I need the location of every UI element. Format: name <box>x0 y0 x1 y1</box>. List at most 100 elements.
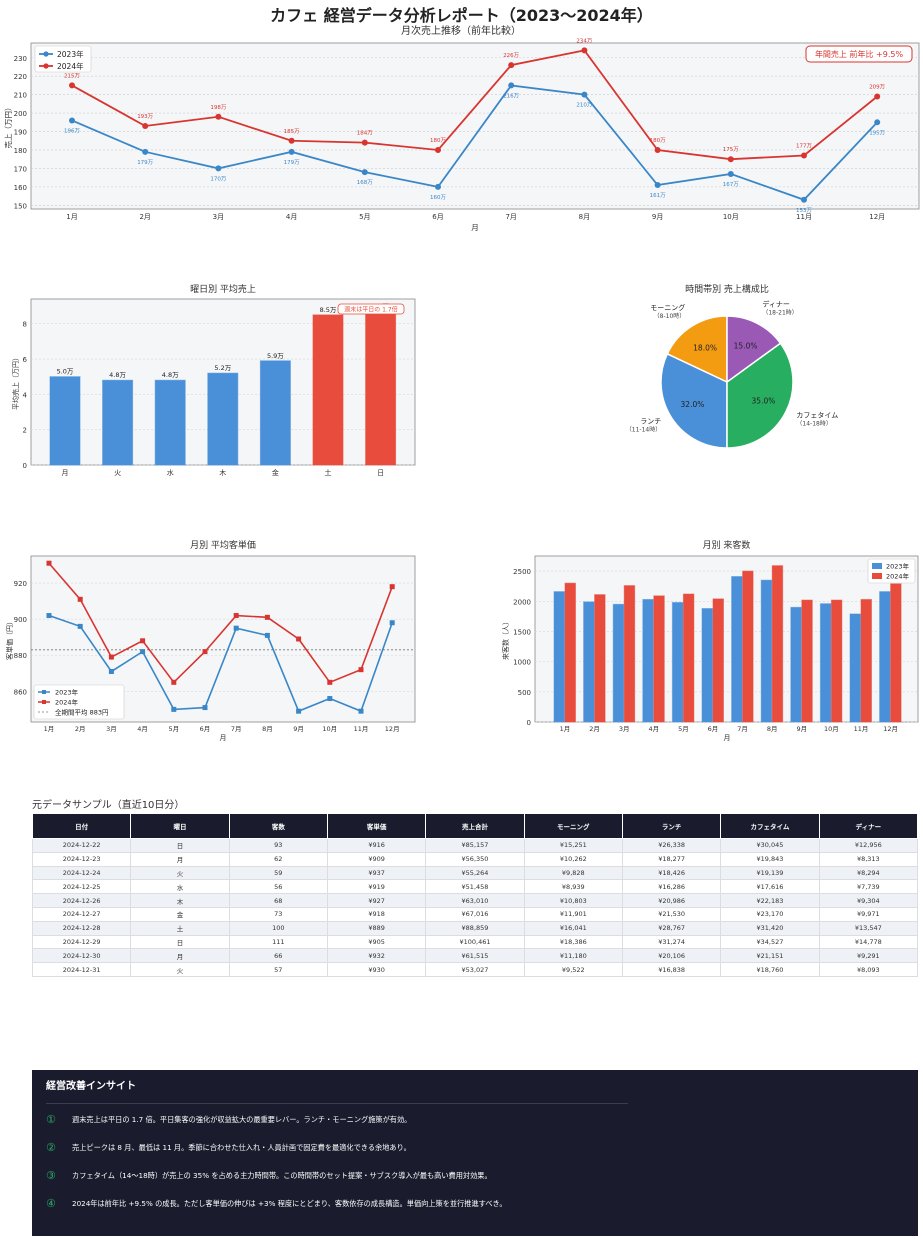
data-point <box>327 696 333 702</box>
bar <box>830 599 843 723</box>
data-label: 5.2万 <box>214 364 231 372</box>
table-cell: ¥21,151 <box>720 948 820 964</box>
table-cell: 2024-12-24 <box>31 865 132 881</box>
table-cell: 土 <box>130 920 230 936</box>
data-point <box>142 123 149 129</box>
bar <box>801 599 813 723</box>
data-point <box>108 654 114 660</box>
table-cell: ¥31,420 <box>720 920 820 936</box>
table-cell: ¥18,426 <box>621 865 722 881</box>
legend-marker <box>43 51 49 57</box>
table-cell: ¥905 <box>326 934 427 950</box>
x-tick-label: 水 <box>167 468 174 477</box>
table-header-cell: ディナー <box>818 813 919 839</box>
series-line-2023 <box>48 614 393 713</box>
data-point <box>358 708 364 714</box>
legend-box <box>33 684 125 720</box>
bar <box>742 570 754 723</box>
bar <box>879 591 891 723</box>
data-label: 209万 <box>869 83 885 90</box>
y-tick-label: 900 <box>14 616 27 624</box>
data-point <box>233 625 239 631</box>
bar <box>154 379 186 466</box>
table-cell: ¥12,956 <box>818 838 919 853</box>
table-cell: 金 <box>130 906 230 922</box>
insight-item: ③ カフェタイム（14〜18時）が売上の 35% を占める主力時間帯。この時間帯の… <box>46 1169 492 1182</box>
x-tick-label: 12月 <box>385 725 400 733</box>
table-cell: 2024-12-31 <box>31 962 132 977</box>
table-cell: ¥9,291 <box>818 948 919 964</box>
x-tick-label: 1月 <box>44 725 55 733</box>
table-header-cell: 売上合計 <box>425 813 525 839</box>
table-cell: ¥10,262 <box>523 851 623 867</box>
data-label: 168万 <box>357 179 373 186</box>
x-tick-label: 4月 <box>137 725 148 733</box>
table-cell: ¥9,304 <box>818 893 919 908</box>
y-tick-label: 1500 <box>513 628 531 636</box>
table-cell: ¥930 <box>326 962 427 977</box>
data-label: 5.9万 <box>267 352 284 360</box>
table-header-cell: 客数 <box>228 813 328 839</box>
x-tick-label: 5月 <box>359 213 370 221</box>
table-cell: 111 <box>228 934 328 950</box>
bar <box>653 595 665 723</box>
table-cell: 水 <box>130 879 230 895</box>
table-cell: ¥55,264 <box>425 865 525 881</box>
data-point <box>654 146 661 153</box>
x-tick-label: 9月 <box>796 725 807 733</box>
table-cell: 66 <box>228 948 328 964</box>
bar <box>771 565 784 723</box>
data-point <box>435 183 441 190</box>
insight-title: 経営改善インサイト <box>46 1081 136 1092</box>
data-label: 180万 <box>430 137 446 144</box>
table-cell: ¥56,350 <box>425 851 525 867</box>
table-cell: ¥9,971 <box>818 906 919 922</box>
data-point <box>77 596 83 602</box>
data-point <box>233 613 239 619</box>
x-tick-label: 1月 <box>66 213 77 221</box>
y-tick-label: 500 <box>518 689 531 697</box>
table-cell: ¥17,616 <box>720 879 820 895</box>
bar <box>890 583 902 723</box>
table-header-cell: モーニング <box>523 813 623 839</box>
data-point <box>202 649 208 655</box>
visitors-chart: 月別 来客数 0 500 1000 1500 2000 2500 来客数（人） 1月 2月 3月 4月… <box>501 539 919 742</box>
table-cell: ¥18,277 <box>621 851 722 867</box>
table-cell: 73 <box>228 906 328 922</box>
insight-panel <box>32 1070 918 1236</box>
data-label: 198万 <box>210 104 226 111</box>
insight-text: 売上ピークは 8 月、最低は 11 月。季節に合わせた仕入れ・人員計画で固定費を… <box>72 1142 411 1152</box>
data-label: 5.0万 <box>57 368 74 376</box>
data-point <box>171 679 177 685</box>
legend-marker <box>43 63 49 69</box>
table-row: 2024-12-31 火 57 ¥930 ¥53,027 ¥9,522 ¥16,838 ¥18… <box>31 962 919 977</box>
bar <box>642 598 654 723</box>
x-tick-label: 9月 <box>652 213 663 221</box>
slice-name-label: ディナー <box>762 300 790 309</box>
data-point <box>361 169 368 176</box>
time-share-pie-chart: 時間帯別 売上構成比 18.0% モーニング（8-10時） 32.0% ランチ（11-1… <box>626 283 838 449</box>
weekday-sales-chart: 曜日別 平均売上 0 2 4 6 8 平均売上（万円） 5.0万月 4.8万火 4.8万水 5.2万… <box>11 283 416 477</box>
y-tick-label: 180 <box>14 147 27 155</box>
table-cell: ¥8,294 <box>818 865 919 881</box>
table-cell: ¥88,859 <box>425 920 525 936</box>
x-tick-label: 6月 <box>708 725 719 733</box>
table-cell: ¥11,901 <box>523 906 623 922</box>
data-point <box>288 137 295 144</box>
data-point <box>358 667 364 673</box>
table-cell: ¥16,286 <box>621 879 722 895</box>
y-tick-label: 230 <box>14 55 27 63</box>
y-tick-label: 190 <box>14 129 27 137</box>
legend-label: 2024年 <box>55 698 79 707</box>
bar <box>594 594 606 723</box>
table-cell: ¥67,016 <box>425 906 525 922</box>
data-label: 160万 <box>430 194 446 201</box>
bar <box>612 603 625 723</box>
table-cell: 日 <box>130 838 230 853</box>
series-line-2024 <box>71 49 878 161</box>
x-tick-label: 5月 <box>678 725 689 733</box>
y-tick-label: 2500 <box>513 568 531 576</box>
x-tick-label: 8月 <box>579 213 590 221</box>
data-label: 210万 <box>576 102 592 109</box>
bar <box>553 591 565 723</box>
